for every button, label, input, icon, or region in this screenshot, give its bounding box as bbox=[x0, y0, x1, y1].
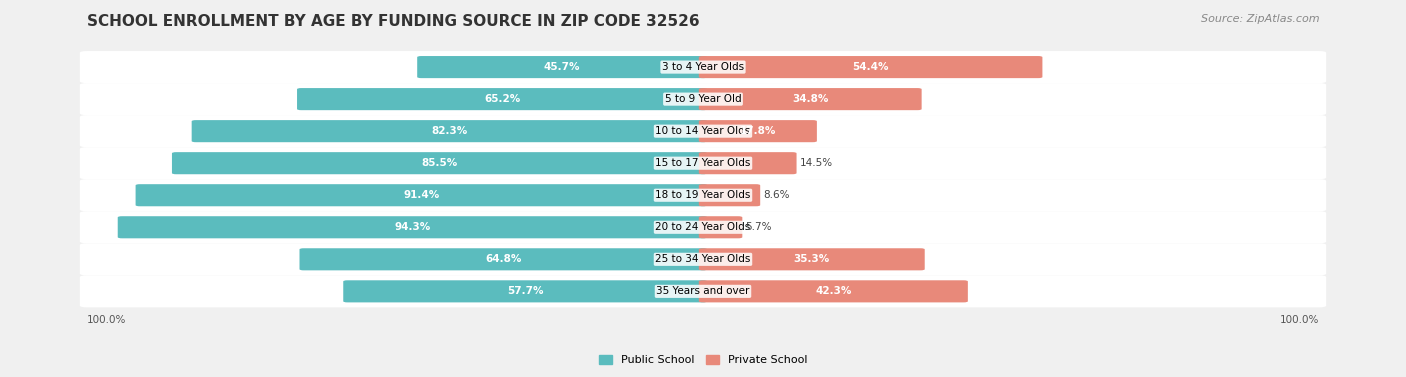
FancyBboxPatch shape bbox=[172, 152, 707, 174]
Text: 57.7%: 57.7% bbox=[508, 287, 544, 296]
FancyBboxPatch shape bbox=[80, 51, 1326, 83]
Text: 42.3%: 42.3% bbox=[815, 287, 852, 296]
FancyBboxPatch shape bbox=[699, 56, 1042, 78]
Text: 3 to 4 Year Olds: 3 to 4 Year Olds bbox=[662, 62, 744, 72]
FancyBboxPatch shape bbox=[80, 115, 1326, 147]
Text: 25 to 34 Year Olds: 25 to 34 Year Olds bbox=[655, 254, 751, 264]
FancyBboxPatch shape bbox=[699, 216, 742, 238]
Text: SCHOOL ENROLLMENT BY AGE BY FUNDING SOURCE IN ZIP CODE 32526: SCHOOL ENROLLMENT BY AGE BY FUNDING SOUR… bbox=[87, 14, 699, 29]
Text: 100.0%: 100.0% bbox=[1279, 315, 1319, 325]
FancyBboxPatch shape bbox=[80, 211, 1326, 243]
FancyBboxPatch shape bbox=[297, 88, 707, 110]
Text: 18 to 19 Year Olds: 18 to 19 Year Olds bbox=[655, 190, 751, 200]
Text: 15 to 17 Year Olds: 15 to 17 Year Olds bbox=[655, 158, 751, 168]
Text: 35 Years and over: 35 Years and over bbox=[657, 287, 749, 296]
Text: 5.7%: 5.7% bbox=[745, 222, 772, 232]
FancyBboxPatch shape bbox=[80, 275, 1326, 307]
Text: 34.8%: 34.8% bbox=[792, 94, 828, 104]
Text: 8.6%: 8.6% bbox=[763, 190, 790, 200]
Text: 82.3%: 82.3% bbox=[432, 126, 468, 136]
Text: 20 to 24 Year Olds: 20 to 24 Year Olds bbox=[655, 222, 751, 232]
Text: Source: ZipAtlas.com: Source: ZipAtlas.com bbox=[1201, 14, 1319, 24]
FancyBboxPatch shape bbox=[135, 184, 707, 206]
Legend: Public School, Private School: Public School, Private School bbox=[595, 352, 811, 369]
FancyBboxPatch shape bbox=[80, 243, 1326, 275]
FancyBboxPatch shape bbox=[343, 280, 707, 302]
FancyBboxPatch shape bbox=[80, 179, 1326, 211]
FancyBboxPatch shape bbox=[191, 120, 707, 142]
FancyBboxPatch shape bbox=[699, 184, 761, 206]
FancyBboxPatch shape bbox=[699, 120, 817, 142]
Text: 91.4%: 91.4% bbox=[404, 190, 440, 200]
FancyBboxPatch shape bbox=[80, 83, 1326, 115]
Text: 85.5%: 85.5% bbox=[422, 158, 458, 168]
Text: 94.3%: 94.3% bbox=[394, 222, 430, 232]
Text: 17.8%: 17.8% bbox=[740, 126, 776, 136]
Text: 45.7%: 45.7% bbox=[544, 62, 581, 72]
FancyBboxPatch shape bbox=[299, 248, 707, 270]
Text: 14.5%: 14.5% bbox=[800, 158, 832, 168]
Text: 35.3%: 35.3% bbox=[793, 254, 830, 264]
FancyBboxPatch shape bbox=[699, 280, 967, 302]
FancyBboxPatch shape bbox=[699, 88, 922, 110]
FancyBboxPatch shape bbox=[80, 147, 1326, 179]
Text: 64.8%: 64.8% bbox=[485, 254, 522, 264]
FancyBboxPatch shape bbox=[118, 216, 707, 238]
Text: 100.0%: 100.0% bbox=[87, 315, 127, 325]
Text: 10 to 14 Year Olds: 10 to 14 Year Olds bbox=[655, 126, 751, 136]
Text: 65.2%: 65.2% bbox=[484, 94, 520, 104]
FancyBboxPatch shape bbox=[699, 152, 797, 174]
Text: 54.4%: 54.4% bbox=[852, 62, 889, 72]
FancyBboxPatch shape bbox=[699, 248, 925, 270]
FancyBboxPatch shape bbox=[418, 56, 707, 78]
Text: 5 to 9 Year Old: 5 to 9 Year Old bbox=[665, 94, 741, 104]
